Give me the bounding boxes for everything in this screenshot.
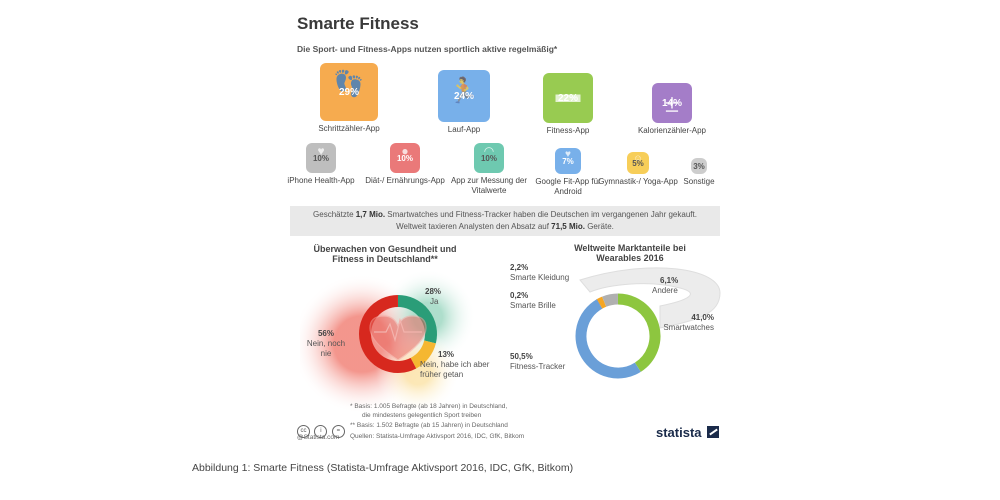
heart-icon: ♥ (565, 149, 571, 160)
app-row1-label-3: Kalorienzähler-App (637, 126, 707, 135)
app-row1-pct-3: 14% (661, 98, 682, 109)
slice-label-nie: 56% Nein, noch nie (306, 329, 346, 358)
app-row1-pct-2: 22% (557, 93, 578, 104)
slice-label-smartwatches: 41,0% Smartwatches (663, 313, 714, 332)
page-subtitle: Die Sport- und Fitness-Apps nutzen sport… (297, 44, 558, 54)
app-row2-label-0: iPhone Health-App (287, 176, 355, 185)
chart1-slice-1 (410, 340, 436, 369)
yoga-icon: ☺ (633, 153, 643, 163)
apple-icon: ● (401, 144, 409, 158)
app-row2-tile-1: ● 10% (390, 143, 420, 173)
statista-logo[interactable]: statista (656, 425, 720, 440)
statista-wordmark: statista (656, 425, 702, 440)
app-row2-label-5: Sonstige (683, 177, 715, 186)
slice-label-brille: 0,2% Smarte Brille (510, 291, 556, 310)
gauge-icon: ◠ (483, 144, 495, 158)
app-row2-pct-2: 10% (480, 154, 497, 163)
figure-caption: Abbildung 1: Smarte Fitness (Statista-Um… (192, 462, 574, 474)
banner-line-1: Geschätzte 1,7 Mio. Smartwatches und Fit… (313, 210, 697, 219)
slice-label-kleidung: 2,2% Smarte Kleidung (510, 263, 570, 282)
footprints-icon: 👣 (333, 70, 365, 98)
app-row2-pct-5: 3% (693, 162, 705, 171)
heart-icon: ♥ (317, 144, 325, 158)
app-row2-tile-0: ♥ 10% (306, 143, 336, 173)
chart1-slice-0 (397, 295, 437, 344)
app-row2-tile-2: ◠ 10% (474, 143, 504, 173)
footnote-2: ** Basis: 1.502 Befragte (ab 15 Jahren) … (350, 422, 508, 429)
slice-label-ja: 28% Ja (425, 287, 442, 306)
no-derivatives-icon: = (331, 425, 345, 438)
ecg-line-icon (374, 317, 422, 343)
app-row2-pct-4: 5% (632, 159, 644, 168)
app-row1-tile-2: ▬ 22% (543, 73, 593, 123)
app-row2-tile-4: ☺ 5% (627, 152, 649, 174)
app-row2-label-4: Gymnastik-/ Yoga-App (598, 177, 678, 186)
banner-line-2: Weltweit taxieren Analysten den Absatz a… (396, 222, 614, 231)
license-icons: cc i = (297, 419, 345, 438)
app-row2-pct-0: 10% (312, 154, 329, 163)
app-row1-label-1: Lauf-App (447, 125, 481, 134)
app-row2-tile-3: ♥ 7% (555, 148, 581, 174)
app-row2-pct-3: 7% (562, 157, 574, 166)
app-row2-label-3: Google Fit-App für Android (535, 177, 601, 196)
app-row1-label-0: Schrittzähler-App (318, 124, 380, 133)
wearables-market-donut (575, 267, 721, 379)
app-row1-pct-1: 24% (453, 91, 474, 102)
heartbeat-icon (369, 315, 427, 361)
chart2-slice-1 (575, 299, 641, 379)
wristband-shape (579, 267, 721, 329)
runner-icon: 🏃 (448, 77, 480, 105)
slice-label-fitness-tracker: 50,5% Fitness-Tracker (510, 352, 566, 371)
app-row2-pct-1: 10% (396, 154, 413, 163)
chart1-slice-2 (359, 295, 417, 373)
app-row2-label-2: App zur Messung der Vitalwerte (450, 176, 528, 195)
health-monitoring-donut (300, 269, 476, 412)
app-row1-tile-0: 👣 29% (320, 63, 378, 121)
chart2-slice-3 (596, 296, 607, 309)
app-row1-pct-0: 29% (338, 87, 359, 98)
app-row2-label-1: Diät-/ Ernährungs-App (365, 176, 445, 185)
chart2-slice-0 (617, 293, 661, 372)
source-note: Quellen: Statista-Umfrage Aktivsport 201… (350, 433, 525, 440)
app-row1-label-2: Fitness-App (546, 126, 590, 135)
page-title: Smarte Fitness (297, 14, 419, 33)
statista-mark-icon (707, 426, 720, 438)
app-row1-tile-3: ±14% (652, 83, 692, 123)
chart-1-title: Überwachen von Gesundheit und Fitness in… (313, 244, 457, 264)
slice-label-andere: 6,1% Andere (652, 276, 679, 295)
sales-banner: Geschätzte 1,7 Mio. Smartwatches und Fit… (290, 206, 720, 236)
app-row1-tile-1: 🏃 24% (438, 70, 490, 122)
dumbbell-icon: ▬ (555, 80, 581, 108)
app-row2-tile-5: 3% (691, 158, 707, 174)
chart-2-title: Weltweite Marktanteile bei Wearables 201… (574, 243, 686, 263)
copyright-text: @Statista.com (297, 434, 340, 441)
footnote-1: * Basis: 1.005 Befragte (ab 18 Jahren) i… (350, 403, 508, 419)
chart2-slice-4 (602, 293, 619, 307)
plus-minus-icon: ± (665, 90, 679, 118)
slice-label-frueher: 13% Nein, habe ich aber früher getan (420, 350, 490, 379)
